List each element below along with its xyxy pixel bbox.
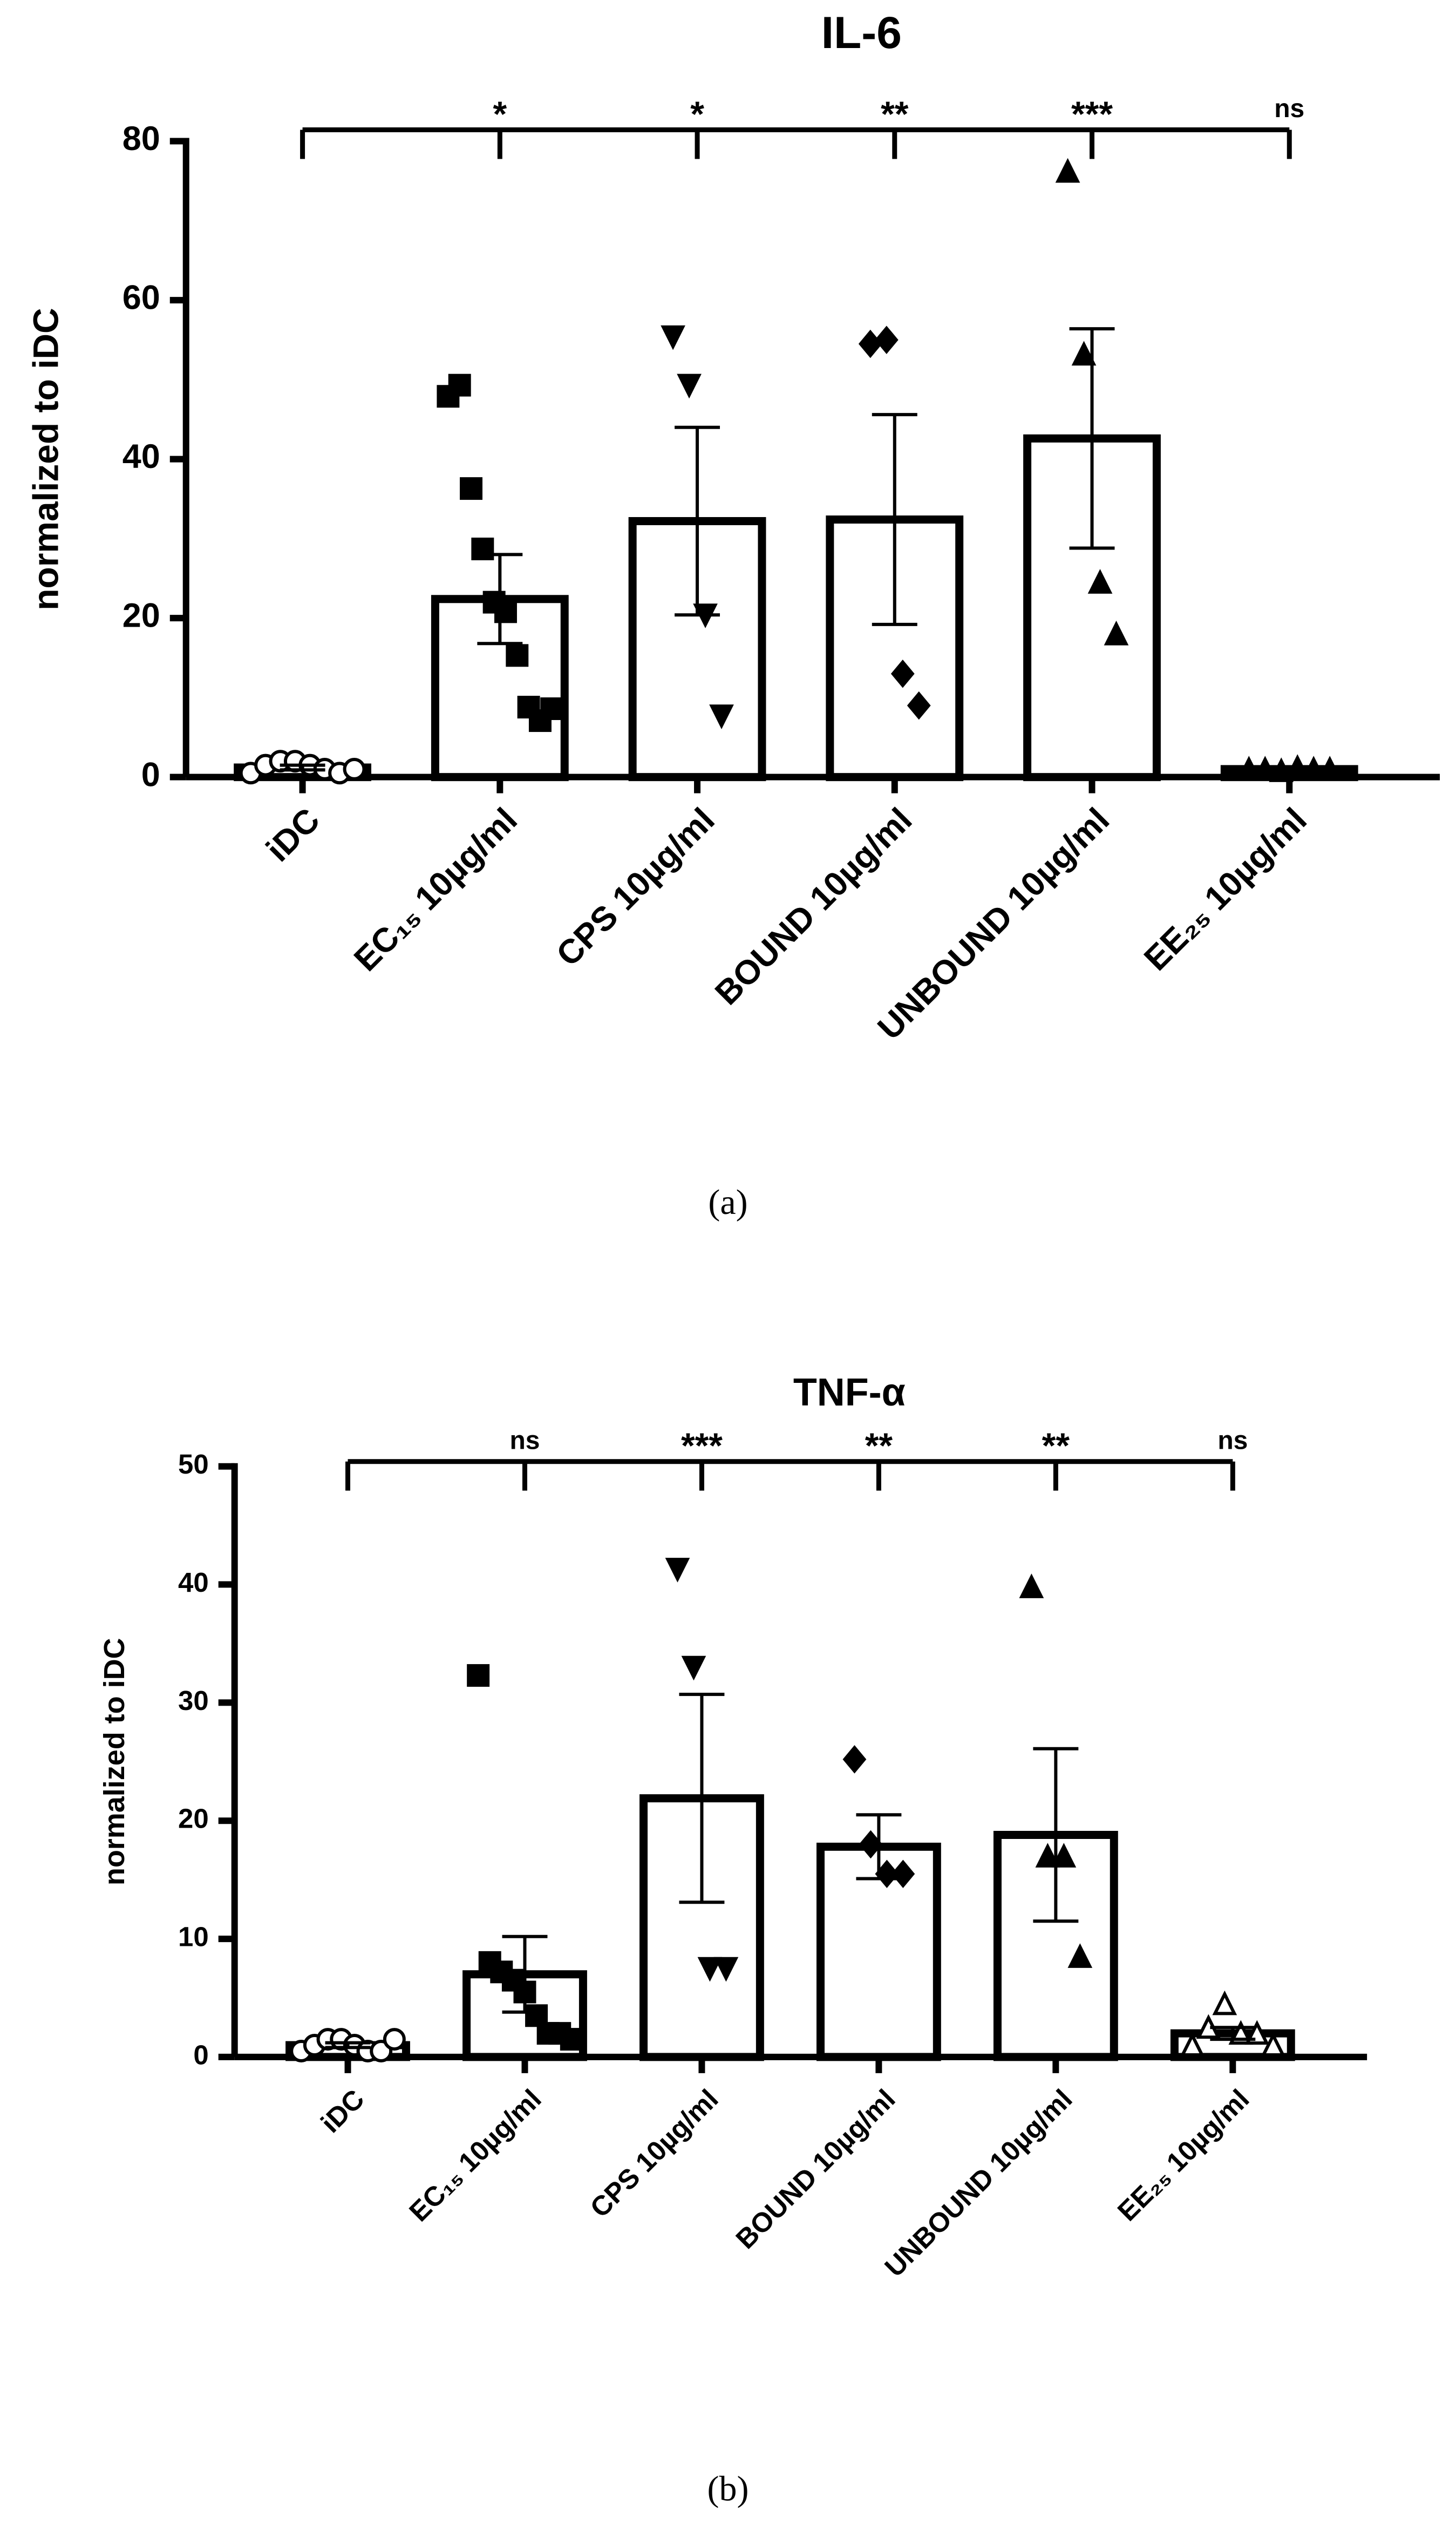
y-tick-label: 0 bbox=[193, 2039, 208, 2070]
significance-label: ** bbox=[865, 1426, 893, 1465]
data-point bbox=[858, 329, 882, 358]
data-point bbox=[467, 1664, 490, 1687]
error-bar bbox=[502, 1935, 548, 2014]
data-point bbox=[709, 704, 734, 729]
y-tick-label: 30 bbox=[178, 1685, 209, 1716]
chart-title: IL-6 bbox=[821, 7, 902, 58]
data-point bbox=[697, 1957, 723, 1982]
data-point bbox=[1212, 1990, 1237, 2015]
error-bar bbox=[1069, 327, 1115, 550]
data-point bbox=[677, 374, 702, 399]
data-point bbox=[1019, 1573, 1044, 1598]
x-tick-label: BOUND 10µg/ml bbox=[730, 2083, 901, 2255]
error-bar bbox=[872, 413, 917, 626]
y-tick-label: 10 bbox=[178, 1922, 209, 1952]
data-point bbox=[1236, 756, 1262, 780]
significance-label: * bbox=[690, 94, 704, 134]
data-point bbox=[1104, 620, 1129, 646]
data-point bbox=[1071, 341, 1097, 366]
error-bar bbox=[856, 1813, 902, 1881]
error-bar bbox=[280, 763, 325, 772]
data-point bbox=[1317, 756, 1343, 780]
error-bar bbox=[679, 1693, 725, 1904]
significance-label: *** bbox=[1071, 94, 1113, 134]
data-point bbox=[383, 2028, 406, 2051]
y-tick-label: 40 bbox=[123, 438, 160, 476]
significance-label: ** bbox=[1042, 1426, 1070, 1465]
significance-label: ns bbox=[509, 1426, 540, 1455]
data-point bbox=[874, 325, 899, 354]
error-bar bbox=[1267, 766, 1312, 772]
chart-title: TNF-α bbox=[793, 1371, 906, 1414]
x-tick-label: CPS 10µg/ml bbox=[584, 2083, 724, 2223]
y-tick-label: 80 bbox=[123, 120, 160, 158]
error-bar bbox=[325, 2041, 371, 2049]
data-point bbox=[1051, 1843, 1077, 1868]
data-point bbox=[1261, 2032, 1286, 2057]
y-tick-label: 40 bbox=[178, 1567, 209, 1598]
data-point bbox=[517, 696, 540, 719]
caption: (a) bbox=[708, 1183, 747, 1222]
error-bar bbox=[1033, 1747, 1079, 1923]
x-tick-label: UNBOUND 10µg/ml bbox=[879, 2083, 1078, 2283]
data-point bbox=[1035, 1843, 1060, 1868]
x-tick-label: EC₁₅ 10µg/ml bbox=[347, 801, 525, 979]
x-tick-label: iDC bbox=[315, 2083, 370, 2139]
data-point bbox=[713, 1957, 739, 1982]
data-point bbox=[460, 477, 483, 500]
data-point bbox=[343, 757, 366, 780]
y-tick-label: 20 bbox=[123, 597, 160, 635]
y-axis-label: normalized to iDC bbox=[25, 308, 65, 610]
error-bar bbox=[1210, 2026, 1256, 2041]
x-tick-label: EC₁₅ 10µg/ml bbox=[403, 2083, 547, 2228]
x-tick-label: BOUND 10µg/ml bbox=[708, 801, 920, 1013]
data-point bbox=[665, 1558, 690, 1583]
x-tick-label: iDC bbox=[259, 801, 327, 869]
data-point bbox=[1180, 2032, 1205, 2057]
x-tick-label: EE₂₅ 10µg/ml bbox=[1137, 801, 1314, 978]
significance-label: ns bbox=[1274, 94, 1304, 123]
x-tick-label: CPS 10µg/ml bbox=[549, 801, 722, 974]
significance-label: ns bbox=[1217, 1426, 1248, 1455]
y-tick-label: 20 bbox=[178, 1803, 209, 1834]
y-tick-label: 0 bbox=[141, 756, 160, 793]
significance-label: ** bbox=[881, 94, 909, 134]
data-point bbox=[540, 697, 563, 721]
data-point bbox=[842, 1745, 867, 1774]
data-point bbox=[661, 325, 685, 350]
data-point bbox=[448, 374, 471, 397]
data-point bbox=[1055, 158, 1080, 183]
significance-label: *** bbox=[681, 1426, 723, 1465]
data-point bbox=[1087, 569, 1113, 594]
data-point bbox=[1067, 1943, 1093, 1968]
data-point bbox=[891, 1859, 915, 1888]
y-tick-label: 60 bbox=[123, 279, 160, 317]
data-point bbox=[890, 659, 915, 688]
error-bar bbox=[477, 553, 523, 646]
caption: (b) bbox=[707, 2469, 749, 2508]
error-bar bbox=[675, 425, 720, 617]
x-tick-label: EE₂₅ 10µg/ml bbox=[1112, 2083, 1255, 2227]
y-tick-label: 50 bbox=[178, 1449, 209, 1479]
y-axis-label: normalized to iDC bbox=[98, 1638, 131, 1885]
data-point bbox=[681, 1655, 706, 1681]
data-point bbox=[560, 2028, 583, 2051]
data-point bbox=[506, 644, 529, 667]
significance-label: * bbox=[493, 94, 507, 134]
data-point bbox=[907, 691, 931, 720]
